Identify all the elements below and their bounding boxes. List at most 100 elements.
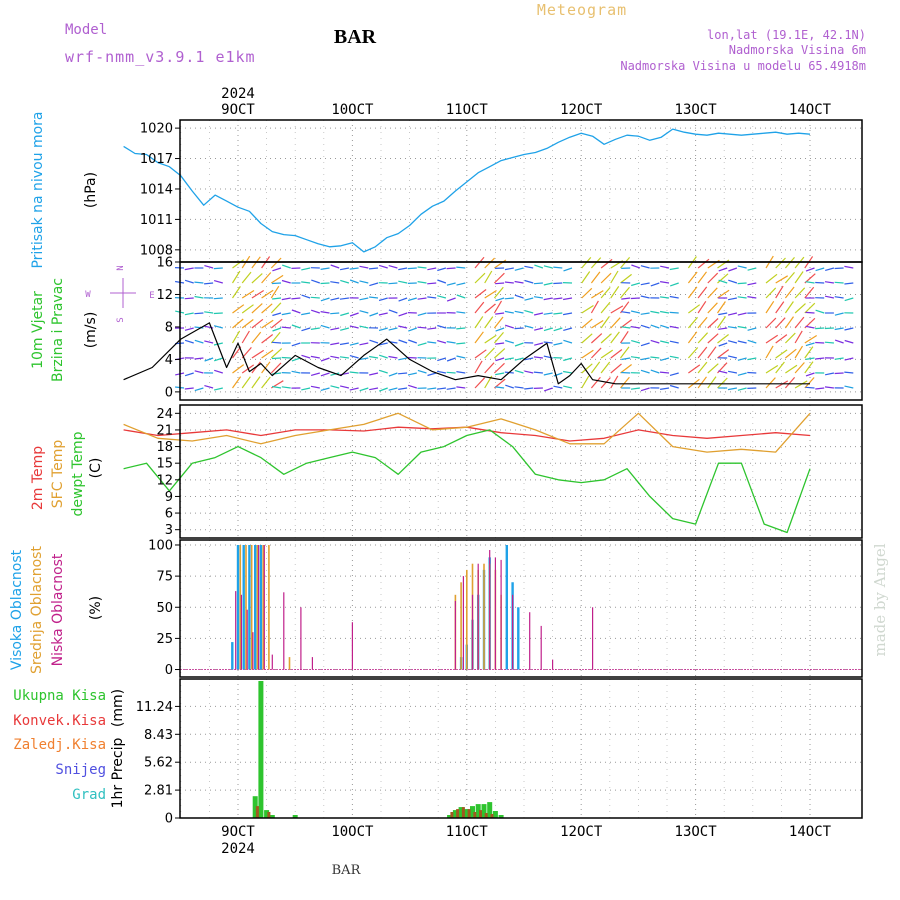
wind-vector [281,312,291,316]
wind-vector [590,257,602,269]
wind-vector [805,386,815,389]
legend-freezing-rain: Zaledj.Kisa [13,737,106,753]
wind-vector [747,296,757,299]
wind-vector [707,287,718,299]
wind-vector [194,312,204,315]
wind-vector [737,340,747,344]
wind-vector [514,294,524,299]
y-tick-label: 12 [156,288,173,303]
wind-vector [271,357,282,360]
wind-vector [707,318,719,329]
conv-rain-bar [479,810,482,818]
compass-w: W [85,290,91,300]
wind-vector [251,273,263,284]
wind-vector [804,346,814,359]
wind-vector [737,312,747,316]
wind-vector [456,386,466,389]
wind-vector [194,387,204,392]
wind-vector [349,279,359,284]
wind-vector [446,341,456,344]
wind-vector [631,282,641,287]
wind-vector [261,361,271,374]
wind-vector [446,297,456,302]
wind-vector [504,357,514,361]
wind-vector [794,316,805,329]
wind-vector [728,267,738,272]
cloud-unit: (%) [88,596,104,620]
y-tick-label: 16 [156,256,173,271]
wind-vector [378,312,388,316]
wind-vector [824,341,834,344]
wind-vector [398,312,408,317]
wind-vector [620,376,630,389]
wind-vector [670,282,679,287]
wind-vector [553,372,563,377]
wind-vector [600,301,611,314]
wind-vector [349,312,359,317]
y-tick-label: 1008 [140,243,173,258]
wind-vector [621,297,631,300]
wind-vector [378,369,388,374]
wind-vector [717,289,730,299]
wind-vector [844,327,854,331]
wind-vector [660,387,670,390]
wind-vector [717,273,729,284]
wind-vector [600,349,614,359]
wind-vector [688,364,701,374]
wind-vector [640,387,650,392]
wind-unit: (m/s) [83,312,99,349]
wind-vector [765,300,775,314]
wind-vector [282,264,291,269]
wind-vector [301,312,311,316]
wind-vector [398,267,408,271]
wind-vector [619,330,629,344]
total-rain-bar [269,815,275,818]
wind-vector [784,272,795,284]
wind-vector [718,327,728,330]
wind-vector [650,339,660,344]
wind-vector [765,287,777,299]
wind-vector [505,384,514,389]
wind-vector [669,311,679,314]
wind-vector [563,267,573,272]
wind-vector [610,286,620,299]
wind-vector [543,282,553,286]
model-label: Model [65,22,107,38]
wind-vector [844,339,854,344]
wind-vector [640,282,650,286]
wind-vector [495,357,505,362]
wind-vector [669,372,679,376]
wind-vector [563,385,573,389]
wind-vector [669,267,679,271]
wind-vector [718,342,728,347]
wind-vector [320,357,330,362]
wind-vector [417,342,427,346]
wind-vector [533,356,543,359]
wind-vector [272,297,282,300]
wind-vector [553,297,563,300]
wind-vector [600,287,611,299]
precip-unit: (mm) [110,689,126,727]
wind-vector [369,355,379,359]
wind-vector [805,311,815,314]
wind-vector [514,310,524,314]
wind-vector [232,286,241,299]
wind-vector [834,281,844,284]
wind-vector [388,265,398,269]
wind-vector [184,297,194,300]
wind-vector [446,387,456,390]
wind-vector [398,372,408,375]
wind-vector [241,319,254,329]
wind-vector [261,319,274,329]
wind-vector [640,312,650,315]
wind-vector [320,297,330,302]
total-rain-bar [492,811,498,818]
wind-vector [697,376,707,389]
wind-vector [543,327,553,332]
wind-vector [301,294,311,299]
wind-vector [784,286,795,299]
wind-vector [669,384,679,389]
wind-vector [610,331,620,344]
wind-vector [815,327,825,330]
wind-vector [553,312,563,315]
